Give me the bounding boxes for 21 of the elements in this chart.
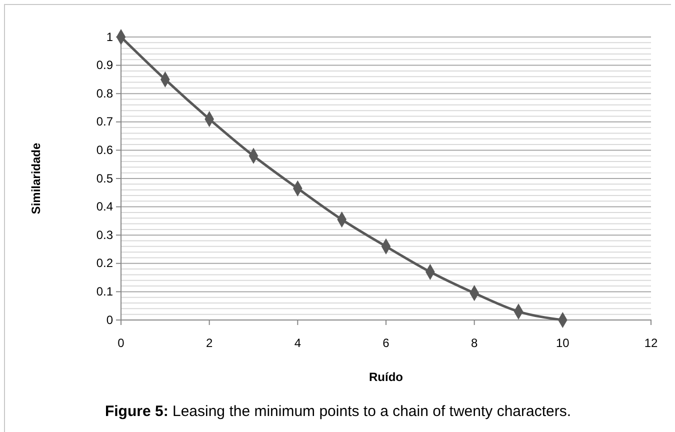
y-tick-label: 0 <box>106 312 114 327</box>
x-axis-title: Ruído <box>369 370 403 384</box>
y-axis-title: Similaridade <box>29 142 43 214</box>
x-tick-label: 4 <box>294 336 302 350</box>
y-tick-label: 0.9 <box>96 58 114 72</box>
y-tick-label: 0.2 <box>96 256 114 270</box>
x-tick-label: 2 <box>206 336 213 350</box>
y-tick-label: 0.6 <box>96 143 114 158</box>
x-tick-label: 0 <box>118 336 125 350</box>
y-tick-label: 0.7 <box>96 114 114 129</box>
x-tick-label: 10 <box>556 336 570 350</box>
x-tick-label: 6 <box>382 336 390 350</box>
caption: Figure 5: Leasing the minimum points to a chain of twenty characters. <box>104 403 572 420</box>
x-tick-label: 8 <box>470 336 478 350</box>
x-tick-label: 12 <box>644 336 658 350</box>
y-tick-label: 0.3 <box>96 228 114 242</box>
y-tick-label: 0.8 <box>96 86 114 100</box>
y-tick-label: 0.4 <box>96 200 114 214</box>
y-tick-label: 1 <box>106 30 114 44</box>
y-tick-label: 0.1 <box>96 284 114 299</box>
y-tick-label: 0.5 <box>96 171 114 186</box>
